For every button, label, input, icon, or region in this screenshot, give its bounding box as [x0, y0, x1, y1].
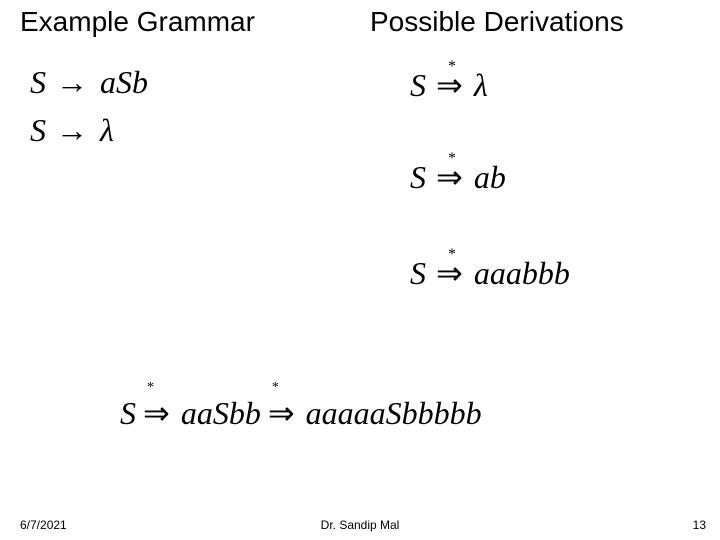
star-icon: * — [448, 246, 570, 264]
rule1-lhs: S — [30, 64, 46, 100]
derivation-chain: S *⇒ aaSbb *⇒ aaaaaSbbbbb — [120, 394, 482, 432]
chain-lhs: S — [120, 395, 136, 431]
arrow-icon: → — [56, 106, 88, 154]
rule1-rhs: aSb — [100, 64, 148, 100]
star-icon: * — [147, 380, 154, 395]
double-arrow-icon: ⇒ — [143, 394, 169, 432]
star-icon: * — [448, 150, 506, 168]
grammar-rule-2: S → λ — [30, 106, 148, 154]
footer-author: Dr. Sandip Mal — [321, 518, 400, 532]
chain-mid: aaSbb — [181, 395, 261, 431]
rule2-rhs: λ — [100, 112, 114, 148]
chain-rhs: aaaaaSbbbbb — [306, 395, 482, 431]
rule2-lhs: S — [30, 112, 46, 148]
heading-example-grammar: Example Grammar — [20, 6, 255, 38]
heading-possible-derivations: Possible Derivations — [370, 6, 624, 38]
double-arrow-icon: ⇒ — [268, 394, 294, 432]
derivation-3: * S ⇒ aaabbb — [410, 246, 570, 292]
footer-date: 6/7/2021 — [20, 518, 67, 532]
derivation-2: * S ⇒ ab — [410, 150, 506, 196]
star-icon: * — [448, 58, 488, 76]
d2-lhs: S — [410, 159, 426, 195]
star-icon: * — [272, 380, 279, 395]
footer-page-number: 13 — [693, 518, 706, 532]
d3-lhs: S — [410, 255, 426, 291]
derivation-1: * S ⇒ λ — [410, 58, 488, 104]
grammar-rule-1: S → aSb — [30, 58, 148, 106]
arrow-icon: → — [56, 58, 88, 106]
slide: Example Grammar Possible Derivations S →… — [0, 0, 720, 540]
grammar-rules: S → aSb S → λ — [30, 58, 148, 154]
d1-lhs: S — [410, 67, 426, 103]
